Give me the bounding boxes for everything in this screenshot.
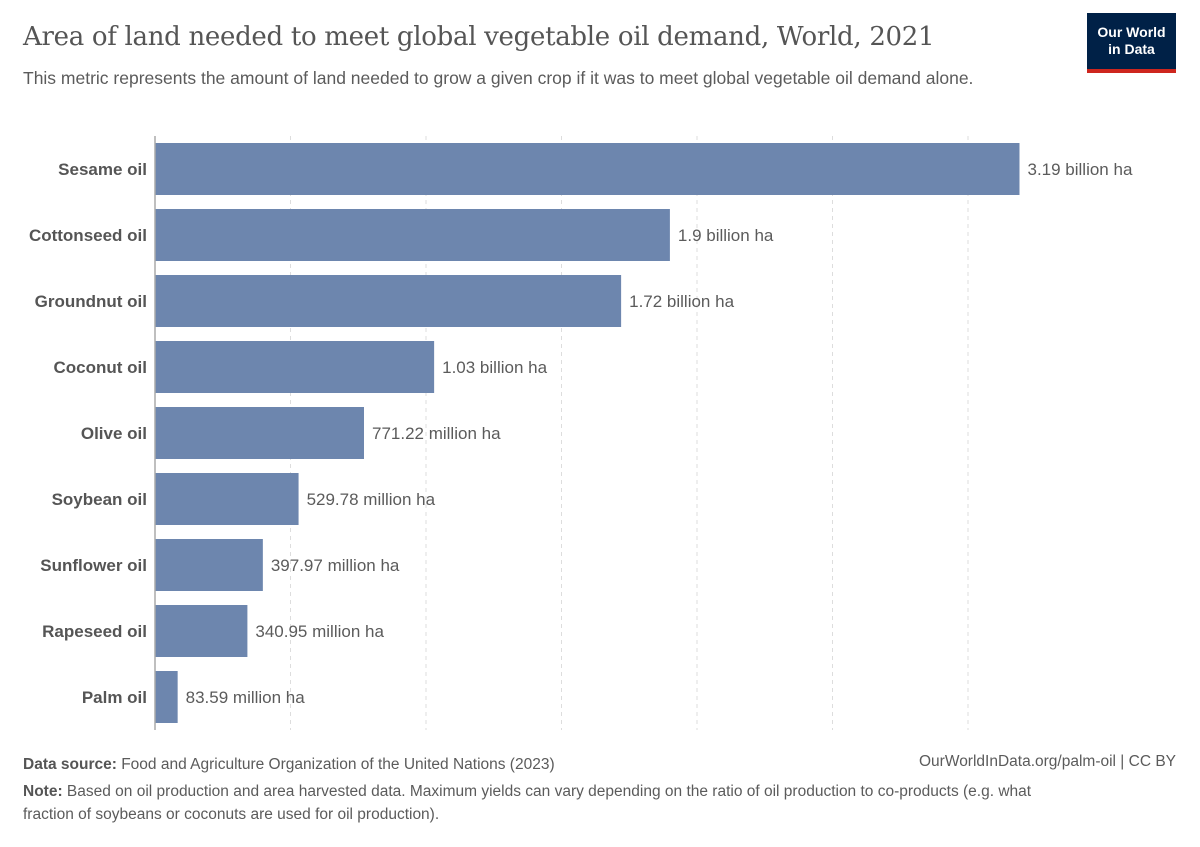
value-label: 529.78 million ha [307, 490, 436, 509]
category-labels: Sesame oil Cottonseed oil Groundnut oil Coc… [29, 160, 147, 707]
bar-cottonseed-oil[interactable] [155, 209, 670, 261]
bar-sunflower-oil[interactable] [155, 539, 263, 591]
owid-logo[interactable]: Our World in Data [1087, 13, 1176, 73]
bar-rapeseed-oil[interactable] [155, 605, 248, 657]
bar-groundnut-oil[interactable] [155, 275, 622, 327]
value-labels: 3.19 billion ha 1.9 billion ha 1.72 billio… [186, 160, 1133, 707]
value-label: 83.59 million ha [186, 688, 306, 707]
bar-sesame-oil[interactable] [155, 143, 1020, 195]
logo-line-2: in Data [1108, 41, 1155, 57]
chart-title: Area of land needed to meet global veget… [23, 22, 935, 52]
chart-subtitle: This metric represents the amount of lan… [23, 68, 974, 88]
value-label: 340.95 million ha [255, 622, 384, 641]
category-label: Groundnut oil [35, 292, 147, 311]
license-link[interactable]: OurWorldInData.org/palm-oil | CC BY [919, 753, 1176, 770]
value-label: 1.03 billion ha [442, 358, 547, 377]
category-label: Rapeseed oil [42, 622, 147, 641]
note: Note: Based on oil production and area h… [23, 780, 1063, 826]
category-label: Sunflower oil [40, 556, 147, 575]
bar-olive-oil[interactable] [155, 407, 365, 459]
category-label: Coconut oil [54, 358, 147, 377]
category-label: Olive oil [81, 424, 147, 443]
bar-coconut-oil[interactable] [155, 341, 435, 393]
bar-soybean-oil[interactable] [155, 473, 299, 525]
source-label: Data source: [23, 756, 117, 773]
category-label: Soybean oil [52, 490, 147, 509]
value-label: 771.22 million ha [372, 424, 501, 443]
note-text: Based on oil production and area harvest… [23, 783, 1032, 823]
source-text: Food and Agriculture Organization of the… [121, 756, 555, 773]
category-label: Cottonseed oil [29, 226, 147, 245]
logo-line-1: Our World [1097, 24, 1166, 40]
note-label: Note: [23, 783, 63, 800]
data-source: Data source: Food and Agriculture Organi… [23, 753, 555, 776]
bars [155, 143, 1020, 723]
category-label: Palm oil [82, 688, 147, 707]
value-label: 1.9 billion ha [678, 226, 774, 245]
category-label: Sesame oil [58, 160, 147, 179]
value-label: 3.19 billion ha [1027, 160, 1132, 179]
value-label: 1.72 billion ha [629, 292, 734, 311]
value-label: 397.97 million ha [271, 556, 400, 575]
bar-palm-oil[interactable] [155, 671, 178, 723]
